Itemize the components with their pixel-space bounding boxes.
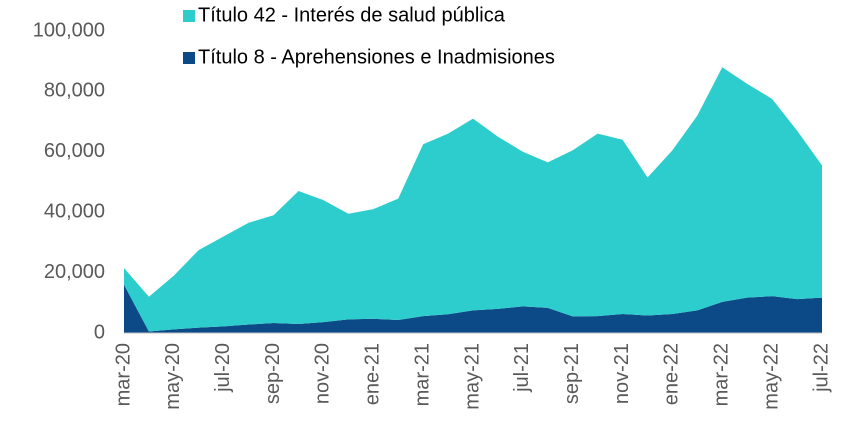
x-tick-label: mar-21: [411, 343, 433, 406]
x-tick-label: sep-20: [262, 343, 284, 404]
x-tick-label: ene-22: [661, 343, 683, 405]
area: [124, 67, 822, 332]
y-tick-label: 40,000: [44, 200, 105, 222]
legend-swatch: [183, 10, 195, 22]
y-tick-label: 80,000: [44, 80, 105, 102]
y-tick-label: 60,000: [44, 140, 105, 162]
legend-label: Título 42 - Interés de salud pública: [198, 4, 506, 26]
legend-swatch: [183, 52, 195, 64]
x-tick-label: mar-20: [112, 343, 134, 406]
x-tick-label: sep-21: [561, 343, 583, 404]
x-tick-label: jul-20: [212, 343, 234, 393]
area: [124, 284, 822, 333]
x-tick-label: nov-21: [611, 343, 633, 404]
y-tick-label: 0: [94, 321, 105, 343]
legend-label: Título 8 - Aprehensiones e Inadmisiones: [198, 46, 555, 68]
x-tick-label: jul-22: [810, 343, 832, 393]
y-tick-label: 100,000: [33, 19, 105, 41]
x-tick-label: nov-20: [312, 343, 334, 404]
x-tick-label: jul-21: [511, 343, 533, 393]
x-tick-label: mar-22: [711, 343, 733, 406]
y-tick-label: 20,000: [44, 261, 105, 283]
x-tick-label: ene-21: [362, 343, 384, 405]
x-tick-label: may-22: [760, 343, 782, 410]
x-tick-label: may-21: [461, 343, 483, 410]
x-tick-label: may-20: [162, 343, 184, 410]
